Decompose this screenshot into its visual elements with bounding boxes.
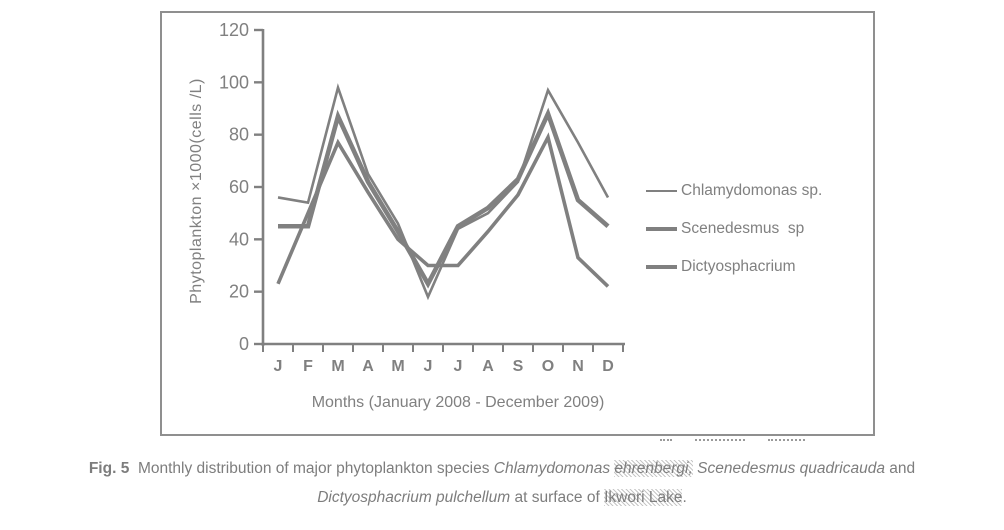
lake-name-highlighted: Ikwori Lake xyxy=(604,489,683,506)
chart-legend: Chlamydomonas sp. Scenedesmus sp Dictyos… xyxy=(646,172,822,286)
x-tick-label: D xyxy=(602,358,614,375)
series-line-2 xyxy=(276,132,610,288)
y-tick-label: 40 xyxy=(229,229,249,249)
legend-label: Scenedesmus sp xyxy=(681,220,805,237)
y-tick-label: 80 xyxy=(229,125,249,145)
x-tick-label: J xyxy=(274,358,283,375)
species-name: Dictyosphacrium pulchellum xyxy=(317,489,511,506)
species-name: Scenedesmus quadricauda xyxy=(697,460,885,477)
x-tick-label: S xyxy=(513,358,524,375)
x-tick-label: N xyxy=(572,358,584,375)
y-tick-label: 0 xyxy=(239,334,249,354)
y-tick-label: 120 xyxy=(219,20,249,40)
chart-frame xyxy=(160,11,875,436)
legend-key-line xyxy=(646,226,677,232)
y-tick-label: 20 xyxy=(229,282,249,302)
x-axis-title: Months (January 2008 - December 2009) xyxy=(311,394,605,411)
y-tick-label: 100 xyxy=(219,72,249,92)
x-tick-label: J xyxy=(424,358,433,375)
legend-key-line xyxy=(646,265,677,269)
legend-label: Chlamydomonas sp. xyxy=(681,182,823,199)
spellcheck-squiggle xyxy=(660,437,672,441)
figure-caption: Fig. 5 Monthly distribution of major phy… xyxy=(0,454,1004,512)
x-tick-label: A xyxy=(362,358,374,375)
species-name: Chlamydomonas xyxy=(493,460,615,477)
y-tick-label: 60 xyxy=(229,177,249,197)
x-tick-label: F xyxy=(303,358,313,375)
y-axis-title: Phytoplankton ×1000(cells /L) xyxy=(188,78,205,304)
x-tick-label: A xyxy=(482,358,494,375)
caption-line-1: Fig. 5 Monthly distribution of major phy… xyxy=(88,460,916,477)
legend-item-scenedesmus: Scenedesmus sp xyxy=(646,210,822,248)
x-tick-label: O xyxy=(542,358,554,375)
spellcheck-squiggle xyxy=(768,437,805,441)
caption-line-2: Dictyosphacrium pulchellum at surface of… xyxy=(317,489,687,506)
spellcheck-squiggle xyxy=(695,437,745,441)
x-tick-label: J xyxy=(454,358,463,375)
legend-key-line xyxy=(646,189,677,193)
series-line-1 xyxy=(278,107,610,289)
x-tick-label: M xyxy=(391,358,404,375)
legend-label: Dictyosphacrium xyxy=(681,258,796,275)
x-tick-label: M xyxy=(331,358,344,375)
species-name-highlighted: ehrenbergi, xyxy=(614,460,693,477)
series-line-0 xyxy=(277,83,610,301)
legend-item-dictyosphacrium: Dictyosphacrium xyxy=(646,248,822,286)
figure-number: Fig. 5 xyxy=(88,460,130,477)
legend-item-chlamydomonas: Chlamydomonas sp. xyxy=(646,172,822,210)
